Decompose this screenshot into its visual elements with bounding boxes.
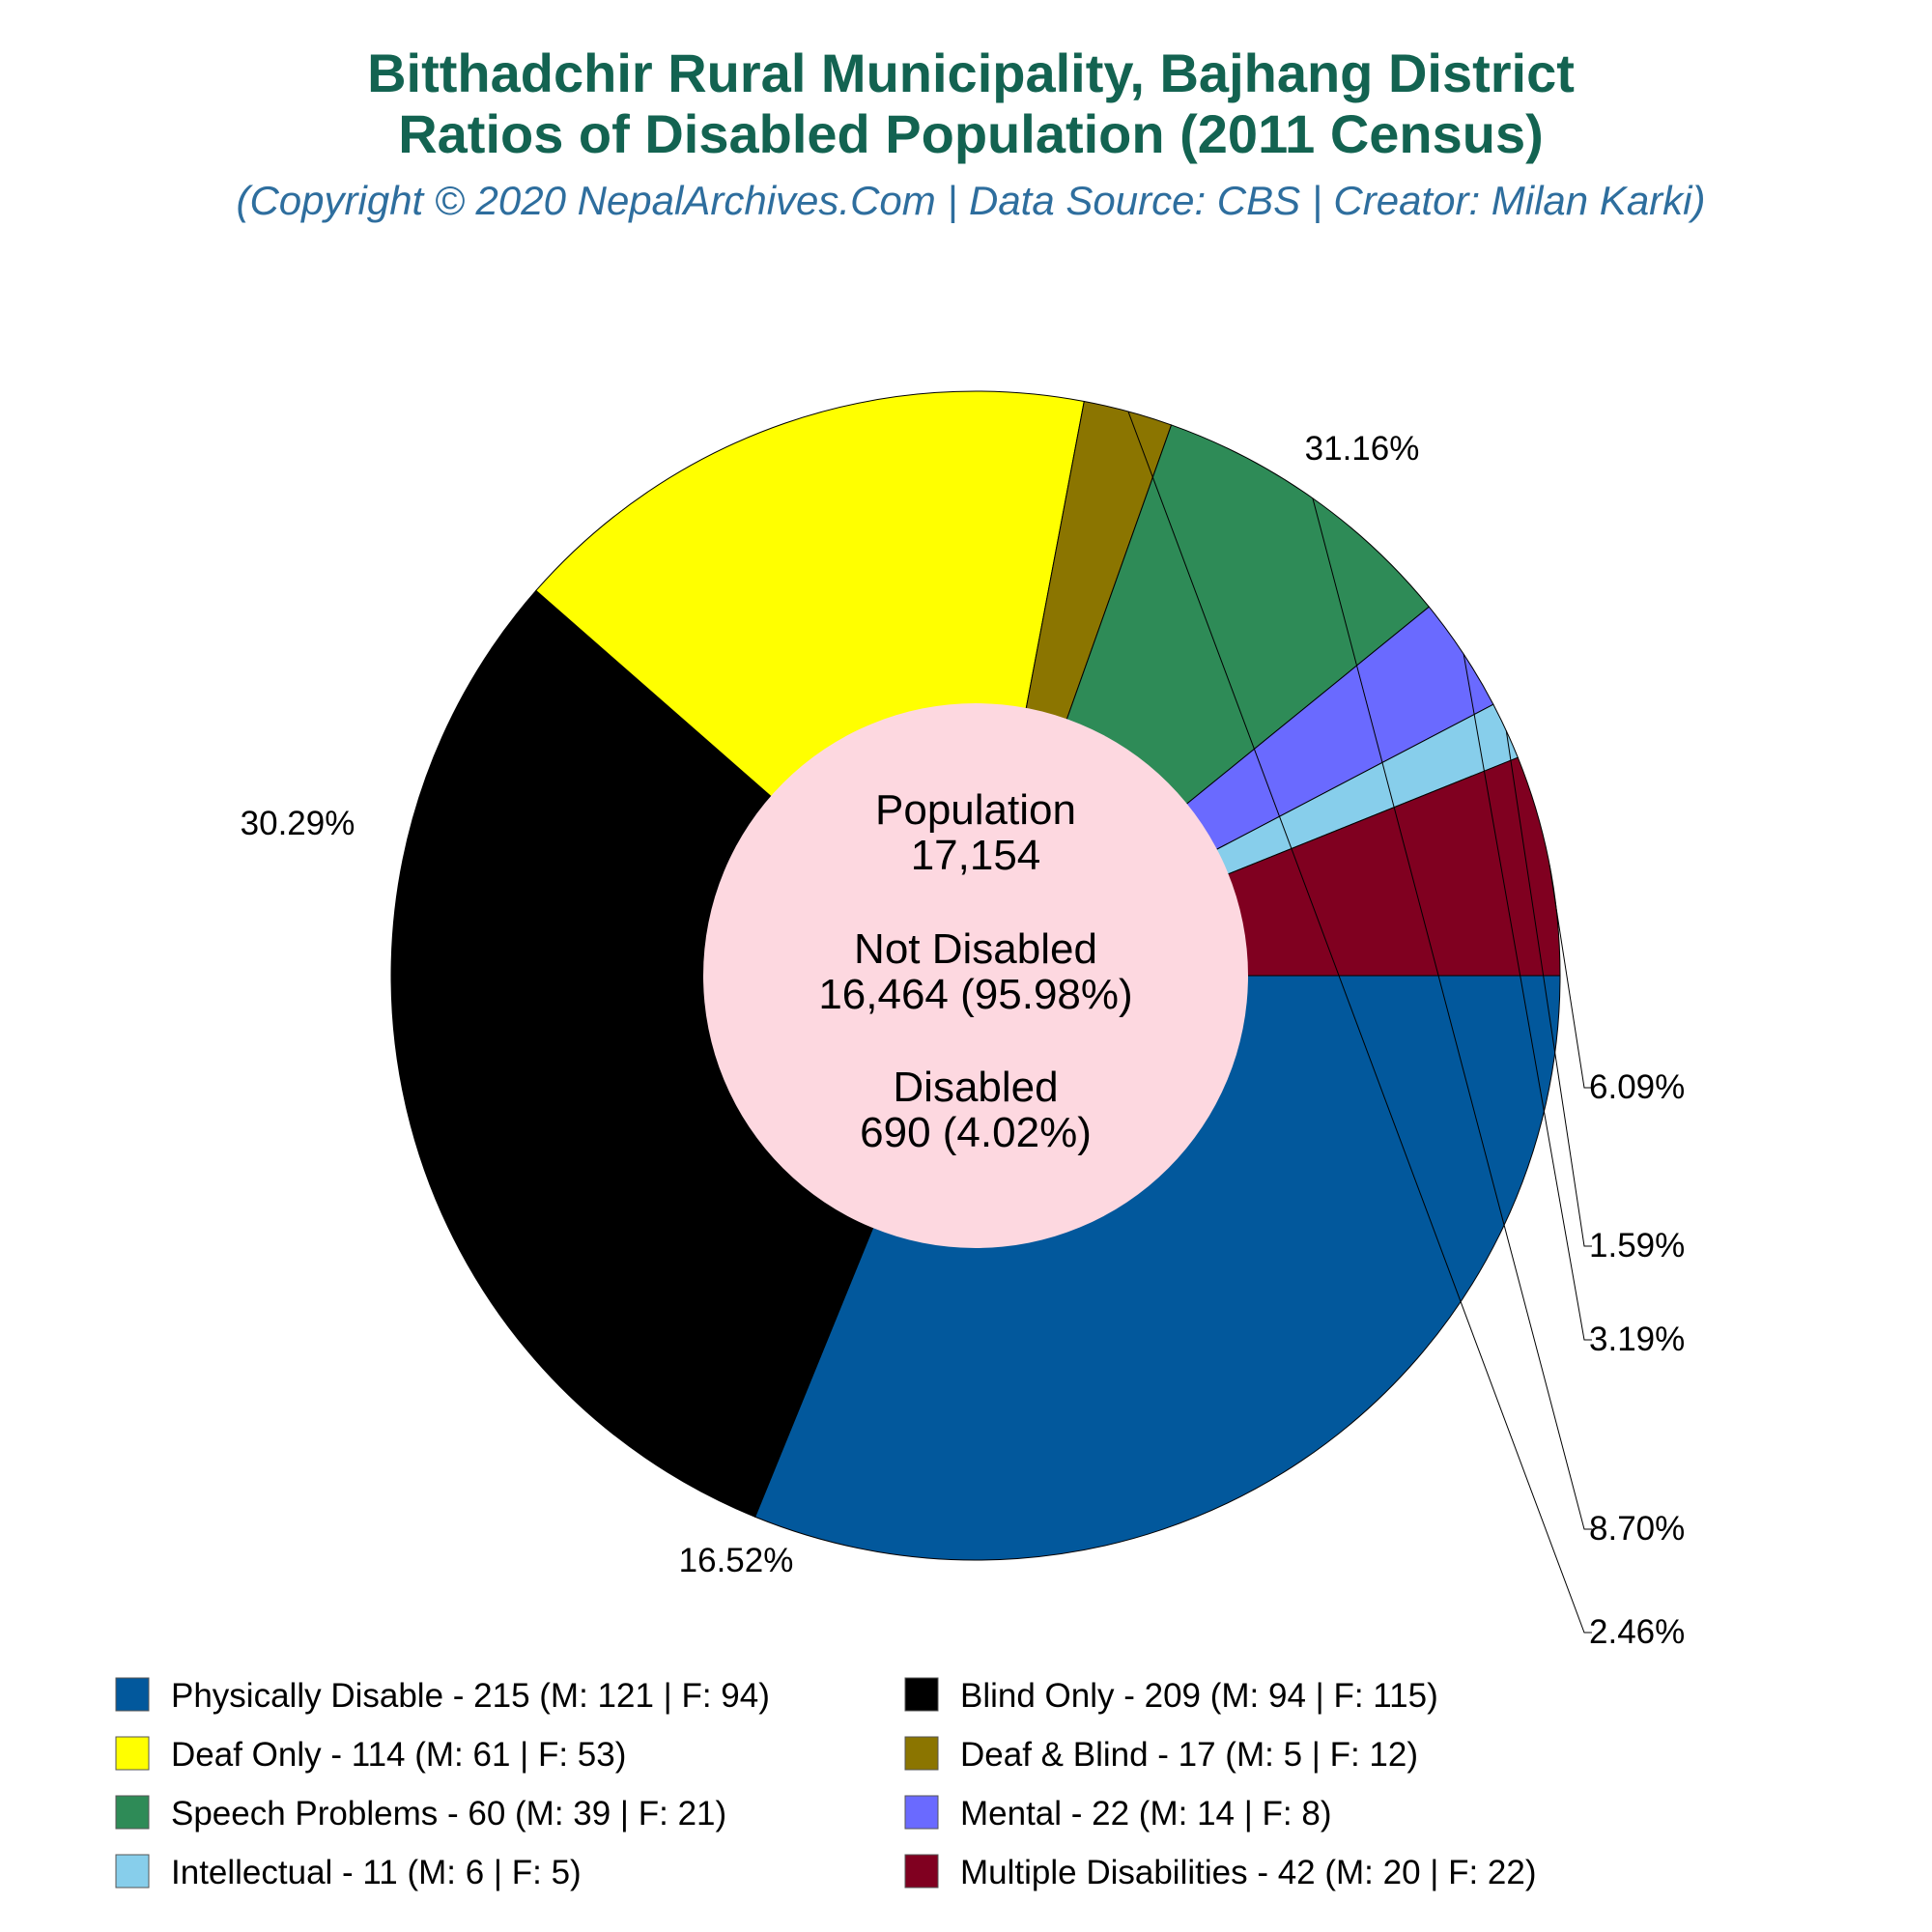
center-disabled-value: 690 (4.02%): [860, 1109, 1092, 1156]
legend-label: Deaf & Blind - 17 (M: 5 | F: 12): [960, 1736, 1418, 1774]
legend-swatch: [115, 1736, 150, 1771]
legend-swatch: [904, 1795, 939, 1830]
percent-label-deaf-only: 16.52%: [679, 1542, 794, 1579]
leader-line-deaf-and-blind: [1127, 411, 1592, 1634]
slice-blind-only: [390, 589, 977, 1518]
center-population-value: 17,154: [911, 832, 1041, 879]
leader-line-intellectual: [1505, 730, 1592, 1247]
legend-swatch: [904, 1677, 939, 1712]
percent-label-multiple-disabilities: 6.09%: [1589, 1068, 1685, 1106]
leader-line-mental: [1463, 653, 1592, 1341]
center-not-disabled-label: Not Disabled: [854, 925, 1097, 973]
legend-item-intellectual: Intellectual - 11 (M: 6 | F: 5): [115, 1854, 582, 1891]
title-line-1: Bitthadchir Rural Municipality, Bajhang …: [367, 43, 1575, 103]
percent-label-intellectual: 1.59%: [1589, 1227, 1685, 1264]
chart-subtitle: (Copyright © 2020 NepalArchives.Com | Da…: [236, 178, 1705, 224]
legend-label: Physically Disable - 215 (M: 121 | F: 94…: [171, 1677, 770, 1715]
legend-item-speech-problems: Speech Problems - 60 (M: 39 | F: 21): [115, 1795, 726, 1833]
legend-swatch: [904, 1854, 939, 1889]
center-summary: Population 17,154 Not Disabled 16,464 (9…: [703, 703, 1248, 1248]
center-circle: [703, 703, 1248, 1248]
leader-line-speech-problems: [1312, 497, 1592, 1530]
legend-item-deaf-and-blind: Deaf & Blind - 17 (M: 5 | F: 12): [904, 1736, 1418, 1774]
legend-swatch: [115, 1854, 150, 1889]
percent-label-physically-disable: 31.16%: [1305, 430, 1420, 468]
center-not-disabled-value: 16,464 (95.98%): [818, 971, 1132, 1018]
legend-label: Intellectual - 11 (M: 6 | F: 5): [171, 1854, 582, 1891]
legend-label: Multiple Disabilities - 42 (M: 20 | F: 2…: [960, 1854, 1537, 1891]
legend-item-physically-disable: Physically Disable - 215 (M: 121 | F: 94…: [115, 1677, 770, 1715]
legend-item-deaf-only: Deaf Only - 114 (M: 61 | F: 53): [115, 1736, 626, 1774]
percent-label-blind-only: 30.29%: [241, 805, 355, 842]
leader-lines: [1127, 411, 1592, 1634]
legend-item-blind-only: Blind Only - 209 (M: 94 | F: 115): [904, 1677, 1438, 1715]
title-line-2: Ratios of Disabled Population (2011 Cens…: [398, 103, 1544, 164]
legend-label: Speech Problems - 60 (M: 39 | F: 21): [171, 1795, 726, 1833]
center-disabled-label: Disabled: [893, 1064, 1058, 1111]
legend-label: Deaf Only - 114 (M: 61 | F: 53): [171, 1736, 626, 1774]
legend-item-multiple-disabilities: Multiple Disabilities - 42 (M: 20 | F: 2…: [904, 1854, 1537, 1891]
legend-swatch: [115, 1795, 150, 1830]
legend: Physically Disable - 215 (M: 121 | F: 94…: [115, 1677, 1537, 1891]
percent-labels: 31.16% 30.29% 16.52% 2.46% 8.70% 3.19% 1.59% 6.…: [241, 430, 1686, 1651]
legend-label: Blind Only - 209 (M: 94 | F: 115): [960, 1677, 1438, 1715]
chart-title: Bitthadchir Rural Municipality, Bajhang …: [236, 43, 1705, 224]
legend-swatch: [904, 1736, 939, 1771]
legend-item-mental: Mental - 22 (M: 14 | F: 8): [904, 1795, 1332, 1833]
percent-label-speech-problems: 8.70%: [1589, 1510, 1685, 1548]
percent-label-mental: 3.19%: [1589, 1321, 1685, 1358]
percent-label-deaf-and-blind: 2.46%: [1589, 1613, 1685, 1651]
center-population-label: Population: [875, 786, 1076, 834]
legend-label: Mental - 22 (M: 14 | F: 8): [960, 1795, 1332, 1833]
legend-swatch: [115, 1677, 150, 1712]
leader-line-multiple-disabilities: [1548, 864, 1592, 1089]
